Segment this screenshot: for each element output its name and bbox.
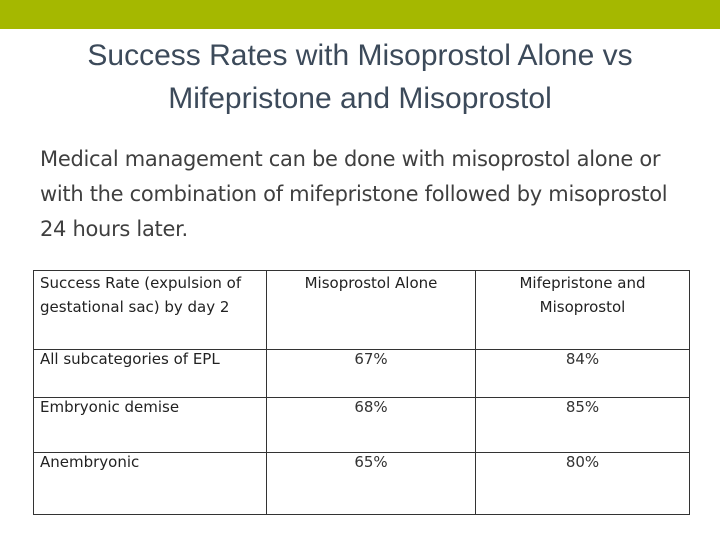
table-row: Anembryonic 65% 80%	[33, 452, 690, 515]
header-mifepristone-misoprostol: Mifepristone and Misoprostol	[475, 270, 690, 350]
intro-paragraph: Medical management can be done with miso…	[40, 147, 668, 241]
top-accent-bar	[0, 0, 720, 29]
row-label: All subcategories of EPL	[33, 349, 267, 398]
misoprostol-value: 68%	[266, 397, 476, 453]
combination-value: 85%	[475, 397, 690, 453]
combination-value: 80%	[475, 452, 690, 515]
row-label: Anembryonic	[33, 452, 267, 515]
success-rate-table: Success Rate (expulsion of gestational s…	[33, 270, 690, 515]
header-success-rate: Success Rate (expulsion of gestational s…	[33, 270, 267, 350]
header-misoprostol-alone: Misoprostol Alone	[266, 270, 476, 350]
table-header-row: Success Rate (expulsion of gestational s…	[33, 270, 690, 350]
combination-value: 84%	[475, 349, 690, 398]
row-label: Embryonic demise	[33, 397, 267, 453]
table-row: All subcategories of EPL 67% 84%	[33, 349, 690, 398]
misoprostol-value: 67%	[266, 349, 476, 398]
slide-title: Success Rates with Misoprostol Alone vs …	[87, 39, 633, 115]
misoprostol-value: 65%	[266, 452, 476, 515]
table-row: Embryonic demise 68% 85%	[33, 397, 690, 453]
